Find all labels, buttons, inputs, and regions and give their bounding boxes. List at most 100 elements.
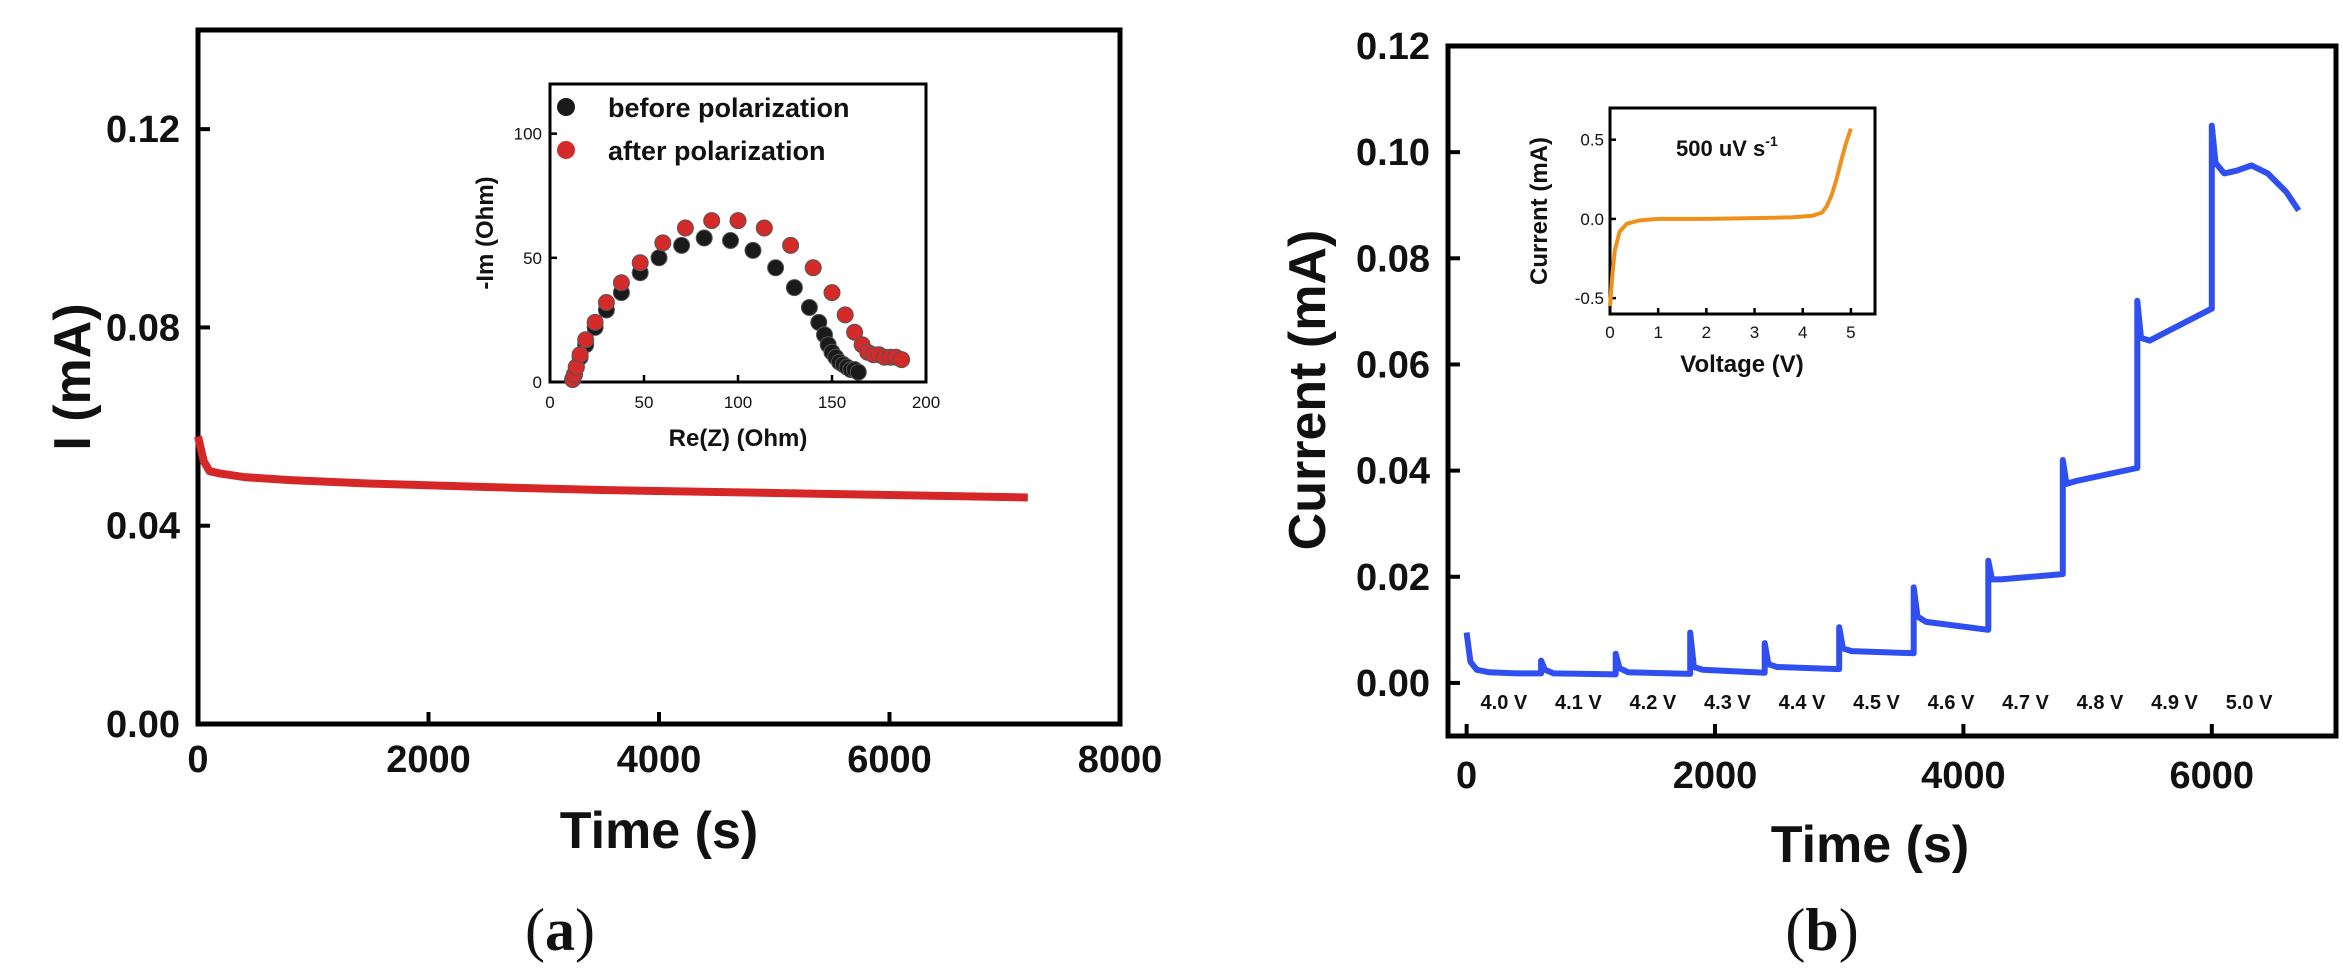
panel-a-y-tick-label: 0.12 (106, 109, 180, 151)
inset-a-x-tick-label: 0 (545, 393, 554, 412)
after-polarization-point (836, 306, 854, 324)
after-polarization-point (586, 313, 604, 331)
legend-after-label: after polarization (608, 136, 826, 166)
step-voltage-label: 4.5 V (1853, 692, 1900, 714)
panel-a-x-axis-title: Time (s) (560, 802, 758, 860)
inset-a-legend: before polarization after polarization (557, 93, 850, 166)
after-polarization-point (612, 274, 630, 292)
panel-a-x-tick-label: 2000 (386, 739, 471, 781)
step-voltage-label: 4.2 V (1630, 692, 1677, 714)
panel-b-current-line (1463, 122, 2302, 678)
panel-b-y-axis-title: Current (mA) (1279, 230, 1337, 551)
panel-b-caption: (b) (1785, 897, 1858, 963)
panel-b-plot-frame (1445, 43, 2339, 739)
after-polarization-point (893, 351, 911, 369)
panel-b-y-tick-label: 0.08 (1356, 238, 1430, 280)
step-voltage-label: 4.0 V (1481, 692, 1528, 714)
before-polarization-point (650, 249, 668, 267)
panel-b-y-tick-label: 0.04 (1356, 451, 1430, 493)
inset-a-x-tick-label: 150 (818, 393, 846, 412)
after-polarization-point (703, 212, 721, 230)
step-voltage-label: 4.6 V (1928, 692, 1975, 714)
step-voltage-label: 4.4 V (1779, 692, 1826, 714)
inset-b-x-tick-label: 1 (1653, 323, 1662, 342)
legend-after-marker (557, 141, 575, 159)
after-polarization-point (823, 284, 841, 302)
panel-a-x-tick-label: 0 (187, 739, 208, 781)
after-polarization-point (755, 219, 773, 237)
after-polarization-point (729, 212, 747, 230)
panel-b-inset-lsv: -0.5 0.0 0.5 0 1 2 3 4 5 Current (mA) Voltage (… (1526, 106, 1877, 378)
panel-a-caption: (a) (525, 897, 595, 963)
panel-a-x-tick-label: 6000 (847, 739, 932, 781)
panel-b-chart: 0.000.020.040.060.080.100.12 0 2000 4000 60… (1279, 26, 2339, 963)
after-polarization-point (782, 236, 800, 254)
inset-b-frame (1608, 106, 1877, 316)
inset-b-x-tick-label: 0 (1605, 323, 1614, 342)
inset-b-y-tick-label: -0.5 (1575, 289, 1604, 308)
inset-a-y-axis-title: -Im (Ohm) (472, 176, 499, 289)
legend-before-marker (557, 98, 575, 116)
panel-a-y-tick-label: 0.08 (106, 307, 180, 349)
inset-b-x-tick-label: 3 (1750, 323, 1759, 342)
panel-b-y-tick-label: 0.00 (1356, 663, 1430, 705)
panel-b-x-tick-label: 6000 (2170, 755, 2255, 797)
inset-b-y-tick-label: 0.5 (1580, 131, 1604, 150)
step-voltage-label: 4.8 V (2077, 692, 2124, 714)
panel-b-y-tick-label: 0.06 (1356, 344, 1430, 386)
after-polarization-point (804, 259, 822, 277)
inset-b-x-tick-label: 2 (1702, 323, 1711, 342)
inset-a-x-tick-label: 100 (724, 393, 752, 412)
inset-b-x-tick-label: 5 (1846, 323, 1855, 342)
before-polarization-point (767, 259, 785, 277)
panel-b-x-tick-label: 0 (1456, 755, 1477, 797)
inset-a-y-tick-label: 0 (533, 373, 542, 392)
after-polarization-point (846, 323, 864, 341)
before-polarization-point (785, 279, 803, 297)
panel-a-chart: 0.000.040.080.12 0 2000 4000 6000 8000 I (mA… (44, 27, 1163, 963)
panel-b-y-tick-label: 0.02 (1356, 557, 1430, 599)
panel-b-y-tick-label: 0.12 (1356, 26, 1430, 68)
inset-a-x-tick-label: 200 (912, 393, 940, 412)
inset-a-y-tick-label: 50 (523, 249, 542, 268)
panel-b-y-tick-label: 0.10 (1356, 132, 1430, 174)
inset-a-x-tick-label: 50 (635, 393, 654, 412)
inset-b-y-axis-title: Current (mA) (1526, 137, 1553, 285)
panel-a-inset-nyquist: 0 50 100 0 50 100 150 200 -Im (Ohm) Re(Z) (Ohm… (472, 82, 940, 452)
inset-b-scan-rate: 500 uV s-1 (1676, 133, 1778, 161)
before-polarization-point (849, 363, 867, 381)
step-voltage-label: 4.3 V (1704, 692, 1751, 714)
panel-a-y-axis-title: I (mA) (44, 303, 102, 450)
step-voltage-label: 4.1 V (1555, 692, 1602, 714)
after-polarization-point (597, 294, 615, 311)
before-polarization-point (744, 241, 762, 259)
after-polarization-point (631, 254, 649, 272)
inset-a-x-axis-title: Re(Z) (Ohm) (669, 425, 808, 452)
inset-b-lsv-line (1608, 127, 1853, 307)
inset-a-frame (548, 82, 928, 384)
after-polarization-point (571, 346, 589, 364)
panel-a-current-line (194, 435, 1028, 502)
before-polarization-point (673, 236, 691, 254)
before-polarization-point (722, 232, 739, 249)
inset-b-x-tick-label: 4 (1798, 323, 1807, 342)
panel-b-x-tick-label: 2000 (1673, 755, 1758, 797)
inset-b-y-tick-label: 0.0 (1580, 210, 1604, 229)
before-polarization-point (695, 229, 713, 247)
panel-b-x-axis-title: Time (s) (1771, 816, 1969, 874)
after-polarization-point (676, 219, 694, 237)
panel-a-x-tick-label: 4000 (617, 739, 702, 781)
after-polarization-point (654, 234, 672, 252)
before-polarization-point (800, 299, 818, 316)
after-polarization-point (577, 331, 595, 349)
legend-before-label: before polarization (608, 93, 850, 123)
panel-b-x-tick-label: 4000 (1921, 755, 2006, 797)
step-voltage-label: 4.9 V (2151, 692, 2198, 714)
inset-b-x-axis-title: Voltage (V) (1680, 351, 1804, 378)
step-voltage-label: 4.7 V (2002, 692, 2049, 714)
panel-a-y-tick-label: 0.04 (106, 506, 180, 548)
panel-a-y-tick-label: 0.00 (106, 704, 180, 746)
panel-a-x-tick-label: 8000 (1078, 739, 1163, 781)
inset-a-y-tick-label: 100 (514, 125, 542, 144)
